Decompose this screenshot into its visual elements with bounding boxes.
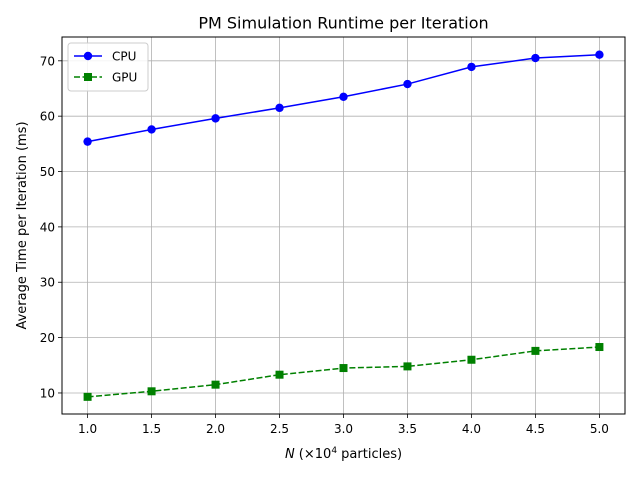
y-tick-label: 40 [40, 220, 55, 234]
x-tick-label: 3.0 [334, 422, 353, 436]
gpu-point [211, 380, 220, 389]
cpu-point [275, 103, 284, 113]
x-tick-label: 2.0 [206, 422, 225, 436]
gpu-point [147, 387, 156, 396]
x-tick-label: 4.5 [526, 422, 545, 436]
gpu-legend-label: GPU [112, 71, 137, 85]
cpu-point [211, 114, 220, 123]
cpu-legend-marker [83, 51, 93, 61]
gpu-point [275, 370, 284, 379]
cpu-point [147, 125, 156, 134]
y-tick-label: 30 [40, 276, 55, 290]
gpu-point [339, 364, 348, 373]
gpu-series [83, 343, 604, 401]
chart-title: PM Simulation Runtime per Iteration [198, 14, 488, 33]
cpu-series [83, 50, 604, 146]
grid [62, 37, 625, 414]
ticks: 1.0 1.5 2.0 2.5 3.0 3.5 4.0 4.5 5.0 10 20 30 40 50 60 7… [40, 54, 609, 436]
legend: CPU GPU [67, 42, 149, 92]
gpu-point [595, 343, 604, 352]
series-layer [83, 50, 604, 401]
x-axis-label: N (×104 particles) [285, 446, 402, 462]
x-tick-label: 2.5 [270, 422, 289, 436]
y-tick-label: 20 [40, 331, 55, 345]
cpu-legend-label: CPU [112, 50, 136, 64]
cpu-point [339, 92, 348, 101]
x-tick-label: 3.5 [398, 422, 417, 436]
y-tick-label: 60 [40, 110, 55, 124]
cpu-point [467, 62, 476, 72]
x-tick-label: 1.5 [142, 422, 161, 436]
cpu-point [531, 53, 540, 63]
gpu-point [467, 355, 476, 364]
x-tick-label: 5.0 [590, 422, 609, 436]
gpu-legend-marker [84, 73, 92, 81]
y-axis-label: Average Time per Iteration (ms) [15, 121, 30, 329]
gpu-point [403, 362, 412, 371]
y-tick-label: 10 [40, 386, 55, 400]
x-tick-label: 1.0 [78, 422, 97, 436]
x-tick-label: 4.0 [462, 422, 481, 436]
cpu-point [595, 50, 604, 59]
cpu-point [83, 137, 92, 146]
cpu-point [403, 79, 412, 89]
y-tick-label: 50 [40, 165, 55, 179]
gpu-point [83, 392, 92, 401]
y-tick-label: 70 [40, 54, 55, 68]
plot-frame [61, 36, 626, 415]
gpu-point [531, 346, 540, 355]
